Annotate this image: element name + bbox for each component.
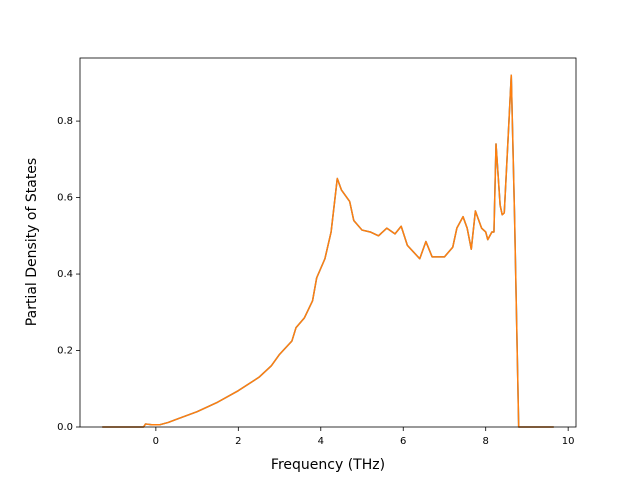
y-tick-label: 0.8 [57,116,73,127]
x-tick-label: 4 [318,436,324,447]
series-line [102,74,554,428]
y-axis-label: Partial Density of States [24,158,40,326]
series-line [102,74,554,428]
y-tick-label: 0.6 [57,193,73,204]
x-tick-label: 6 [400,436,406,447]
x-tick-label: 0 [153,436,159,447]
y-tick-label: 0.2 [57,346,73,357]
x-tick-label: 10 [562,436,575,447]
x-tick-label: 2 [235,436,241,447]
x-axis-label: Frequency (THz) [271,457,385,473]
x-tick-label: 8 [483,436,489,447]
y-tick-label: 0.4 [57,269,73,280]
y-tick-label: 0.0 [57,422,73,433]
plot-frame [79,57,577,428]
